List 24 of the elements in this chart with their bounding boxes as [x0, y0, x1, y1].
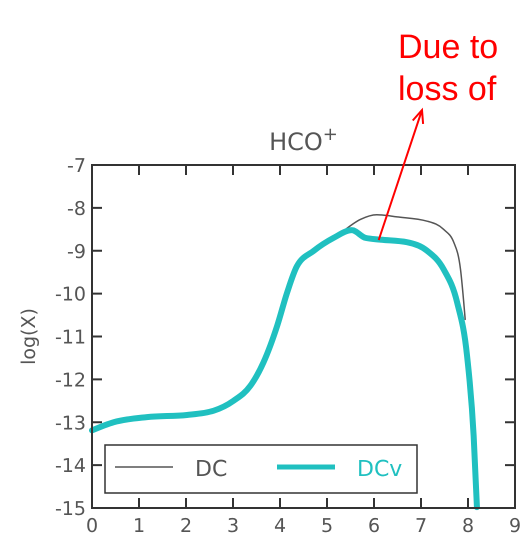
chart-title: HCO$^{+}$: [269, 124, 338, 156]
y-tick-label: -12: [54, 369, 86, 392]
x-tick-label: 4: [274, 515, 286, 537]
y-tick-label: -8: [67, 198, 86, 220]
x-tick-label: 0: [86, 515, 98, 537]
legend-label: DCv: [357, 457, 402, 482]
x-tick-label: 9: [508, 515, 522, 537]
y-axis-title: log(X): [18, 308, 40, 365]
x-tick-label: 2: [180, 515, 192, 537]
x-tick-label: 1: [132, 515, 146, 537]
x-tick-label: 7: [414, 515, 428, 537]
y-tick-label: -10: [54, 284, 86, 306]
annotation: Due to loss of: [398, 28, 498, 108]
y-tick-label: -9: [67, 240, 86, 263]
y-tick-label: -14: [54, 455, 86, 478]
x-tick-label: 6: [368, 515, 380, 537]
legend-label: DC: [195, 457, 228, 482]
y-tick-label: -15: [54, 498, 86, 520]
x-tick-label: 3: [226, 515, 240, 537]
x-tick-label: 5: [320, 515, 334, 537]
y-tick-label: -7: [67, 155, 86, 177]
y-tick-label: -11: [54, 326, 86, 348]
x-tick-label: 8: [462, 515, 474, 537]
y-tick-label: -13: [54, 412, 86, 434]
